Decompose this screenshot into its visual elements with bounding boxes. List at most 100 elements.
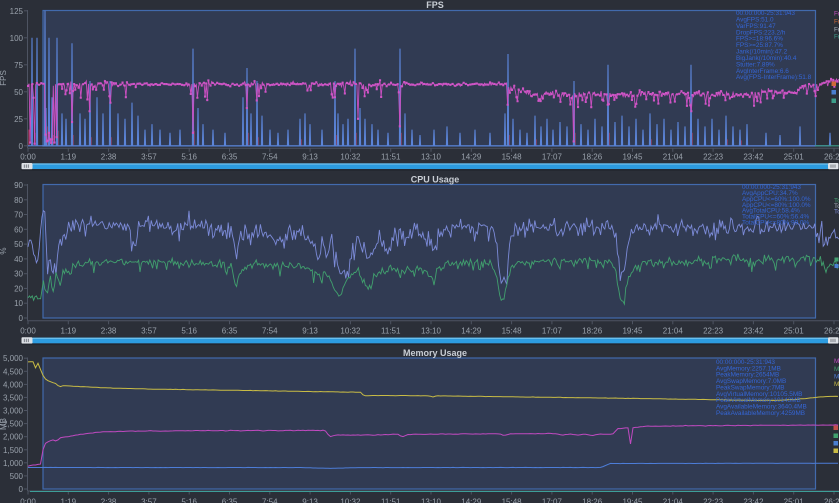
svg-text:Me: Me [834,366,839,373]
svg-text:10:32: 10:32 [340,152,361,161]
svg-text:15:48: 15:48 [502,498,523,503]
svg-text:FPS: FPS [0,70,8,86]
svg-text:1,000: 1,000 [3,459,24,468]
svg-text:2:38: 2:38 [101,326,117,335]
svg-text:2,000: 2,000 [3,433,24,442]
svg-text:TotalCPU<=60%:56.4%: TotalCPU<=60%:56.4% [742,214,809,221]
svg-text:Tot: Tot [834,209,839,216]
svg-text:15:48: 15:48 [502,152,523,161]
svg-text:0: 0 [19,485,24,494]
svg-text:26:20: 26:20 [824,326,839,335]
svg-text:60: 60 [14,225,23,234]
svg-text:17:07: 17:07 [542,498,563,503]
svg-text:3,000: 3,000 [3,407,24,416]
svg-text:Me: Me [834,358,839,365]
svg-text:PeakAvailableMemory:4259MB: PeakAvailableMemory:4259MB [716,410,805,417]
svg-text:Me: Me [834,381,839,388]
svg-text:2,500: 2,500 [3,420,24,429]
svg-text:18:26: 18:26 [582,326,603,335]
svg-text:FPS>=25:87.7%: FPS>=25:87.7% [736,42,783,49]
svg-text:0:00: 0:00 [20,498,36,503]
svg-text:PeakMemory:2654MB: PeakMemory:2654MB [716,372,779,379]
svg-text:22:23: 22:23 [703,326,724,335]
svg-text:25:01: 25:01 [784,326,805,335]
svg-text:23:42: 23:42 [743,326,764,335]
svg-text:10:32: 10:32 [340,326,361,335]
svg-text:22:23: 22:23 [703,152,724,161]
svg-text:00:00:000-25:31:943: 00:00:000-25:31:943 [716,359,775,366]
svg-text:Me: Me [834,374,839,381]
svg-text:6:35: 6:35 [222,498,238,503]
svg-text:FPS>=18:96.6%: FPS>=18:96.6% [736,36,783,43]
svg-text:AvgSwapMemory:7.0MB: AvgSwapMemory:7.0MB [716,378,786,385]
svg-text:AvgTotalCPU:58.4%: AvgTotalCPU:58.4% [742,208,800,215]
svg-text:23:42: 23:42 [743,498,764,503]
svg-text:10:32: 10:32 [340,498,361,503]
svg-text:PeakVirtualMemory:10143MB: PeakVirtualMemory:10143MB [716,397,801,404]
svg-text:3,500: 3,500 [3,393,24,402]
svg-text:15:48: 15:48 [502,326,523,335]
svg-text:9:13: 9:13 [302,498,318,503]
svg-text:CPU Usage: CPU Usage [411,174,460,184]
svg-text:26:20: 26:20 [824,498,839,503]
svg-text:2:38: 2:38 [101,152,117,161]
svg-text:14:29: 14:29 [461,152,482,161]
svg-text:17:07: 17:07 [542,152,563,161]
svg-text:5:16: 5:16 [181,326,197,335]
svg-text:PeakSwapMemory:7MB: PeakSwapMemory:7MB [716,385,785,392]
svg-text:Fra: Fra [834,27,839,34]
svg-text:100: 100 [10,34,24,43]
svg-text:5:16: 5:16 [181,152,197,161]
svg-text:BigJank(/10min):40.4: BigJank(/10min):40.4 [736,55,797,62]
svg-text:23:42: 23:42 [743,152,764,161]
svg-text:70: 70 [14,211,23,220]
svg-text:40: 40 [14,255,23,264]
svg-text:10: 10 [14,299,23,308]
svg-text:11:51: 11:51 [381,152,401,161]
svg-text:13:10: 13:10 [421,498,442,503]
svg-text:FPS: FPS [426,0,444,10]
svg-text:0:00: 0:00 [20,326,36,335]
svg-text:7:54: 7:54 [262,498,278,503]
svg-text:18:26: 18:26 [582,498,603,503]
svg-text:20: 20 [14,284,23,293]
svg-text:500: 500 [10,472,24,481]
svg-text:0:00: 0:00 [20,152,36,161]
svg-text:11:51: 11:51 [381,326,401,335]
svg-text:17:07: 17:07 [542,326,563,335]
svg-text:Fra: Fra [834,34,839,41]
svg-text:21:04: 21:04 [663,326,684,335]
svg-text:9:13: 9:13 [302,152,318,161]
svg-text:1:19: 1:19 [61,152,77,161]
svg-text:14:29: 14:29 [461,498,482,503]
svg-text:19:45: 19:45 [622,326,643,335]
svg-text:6:35: 6:35 [222,152,238,161]
svg-text:80: 80 [14,196,23,205]
svg-text:13:10: 13:10 [421,326,442,335]
svg-text:50: 50 [14,88,23,97]
svg-text:00:00:000-25:31:943: 00:00:000-25:31:943 [742,184,801,191]
svg-text:3:57: 3:57 [141,152,157,161]
svg-text:Tot: Tot [834,198,839,205]
svg-text:4,500: 4,500 [3,367,24,376]
svg-text:0: 0 [19,314,24,323]
svg-text:1,500: 1,500 [3,446,24,455]
svg-text:Avg(FPS-InterFrame):51.8: Avg(FPS-InterFrame):51.8 [736,74,812,81]
svg-text:TotalCPU<=80%:99.0%: TotalCPU<=80%:99.0% [742,220,809,227]
svg-text:00:00:000-25:31:943: 00:00:000-25:31:943 [736,10,795,17]
svg-text:Memory Usage: Memory Usage [403,348,467,358]
svg-text:1:19: 1:19 [61,498,77,503]
svg-text:30: 30 [14,270,23,279]
svg-text:90: 90 [14,181,23,190]
svg-text:AppCPU<=80%:100.0%: AppCPU<=80%:100.0% [742,202,811,209]
svg-text:13:10: 13:10 [421,152,442,161]
svg-text:19:45: 19:45 [622,152,643,161]
svg-text:AvgMemory:2257.1MB: AvgMemory:2257.1MB [716,365,781,372]
svg-text:9:13: 9:13 [302,326,318,335]
svg-text:3:57: 3:57 [141,326,157,335]
svg-text:AvgAppCPU:34.7%: AvgAppCPU:34.7% [742,190,798,197]
svg-text:AvgAvailableMemory:3640.4MB: AvgAvailableMemory:3640.4MB [716,404,807,411]
svg-text:Jank(/10min):47.2: Jank(/10min):47.2 [736,49,788,56]
svg-text:Fra: Fra [834,11,839,18]
svg-text:MB: MB [0,418,8,430]
